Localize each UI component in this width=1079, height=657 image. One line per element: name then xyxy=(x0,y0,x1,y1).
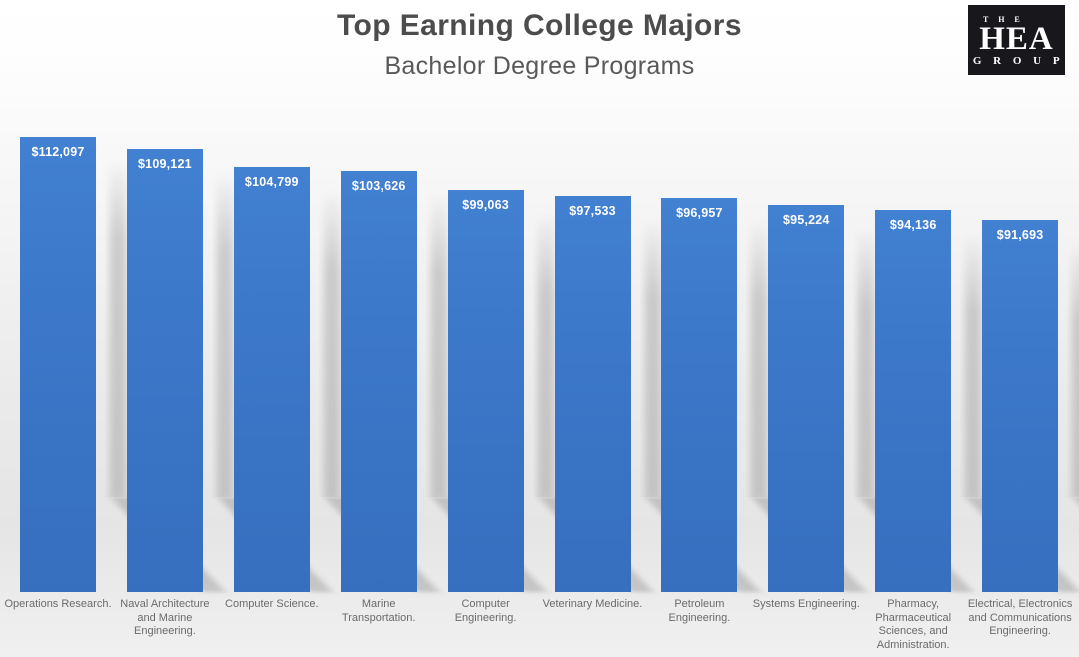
bar-value-label: $99,063 xyxy=(462,197,509,212)
category-label: Computer Science. xyxy=(213,598,331,612)
bar-shadow-wall xyxy=(105,159,131,497)
bar: $97,533 xyxy=(554,196,631,592)
category-label-line: Computer xyxy=(461,598,510,610)
category-label-line: and Marine xyxy=(137,611,193,624)
bar: $91,693 xyxy=(982,219,1059,592)
bar: $104,799 xyxy=(233,166,310,592)
category-label-line: Engineering. xyxy=(989,625,1051,637)
bar-value-label: $104,799 xyxy=(244,174,299,189)
bar-value-label: $91,693 xyxy=(996,227,1044,242)
bar: $109,121 xyxy=(126,149,203,592)
bar-shadow-wall xyxy=(853,227,880,497)
bar-shadow-wall xyxy=(1067,241,1079,497)
bar-shadow-wall xyxy=(639,218,666,497)
bar-value-label: $94,136 xyxy=(889,217,937,232)
bar: $112,097 xyxy=(20,137,96,592)
category-label-line: Administration. xyxy=(876,638,950,651)
category-label-line: Engineering. xyxy=(668,611,731,624)
category-label-line: Naval Architecture xyxy=(120,598,210,610)
category-label-line: Marine xyxy=(361,598,396,610)
category-label: Pharmacy, Pharmaceutical Sciences, and Admi… xyxy=(854,598,972,652)
chart-subtitle: Bachelor Degree Programs xyxy=(384,52,695,80)
category-label-line: Transportation. xyxy=(341,611,416,624)
category-label: Computer Engineering. xyxy=(427,598,545,625)
bar-shadow-wall xyxy=(318,188,345,497)
category-label-line: Operations Research. xyxy=(4,598,112,610)
bar: $94,136 xyxy=(875,209,952,592)
category-label-line: Engineering. xyxy=(454,611,517,624)
category-label-line: and Communications xyxy=(968,611,1072,624)
bar: $99,063 xyxy=(447,189,524,592)
bar-value-label: $97,533 xyxy=(569,204,616,219)
bar: $103,626 xyxy=(340,171,417,592)
category-label: Veterinary Medicine. xyxy=(534,598,652,612)
chart-title: Top Earning College Majors xyxy=(337,9,742,42)
category-label-line: Electrical, Electronics xyxy=(967,598,1073,610)
category-label: Systems Engineering. xyxy=(747,598,865,612)
bar-shadow-wall xyxy=(960,231,987,497)
category-label-line: Sciences, and xyxy=(878,625,948,637)
category-label: Operations Research. xyxy=(0,598,117,612)
logo-text-hea: HEA xyxy=(979,20,1054,57)
category-label-line: Pharmacy, xyxy=(887,598,940,610)
category-label-line: Computer Science. xyxy=(225,598,319,610)
category-label: Naval Architecture and Marine Engineering. xyxy=(106,598,224,639)
bar-value-label: $112,097 xyxy=(31,145,85,159)
category-label-line: Pharmaceutical xyxy=(875,611,952,624)
bar: $95,224 xyxy=(768,205,845,592)
logo-text-the: T H E xyxy=(983,14,1024,24)
bar-shadow-wall xyxy=(532,211,559,497)
category-label: Electrical, Electronics and Communication… xyxy=(961,598,1079,639)
bar-shadow-wall xyxy=(211,171,238,497)
bar-value-label: $103,626 xyxy=(351,179,406,194)
bar: $96,957 xyxy=(661,198,738,592)
bar-value-label: $95,224 xyxy=(783,213,830,228)
category-label-line: Systems Engineering. xyxy=(752,598,860,610)
hea-group-logo: T H E HEA G R O U P xyxy=(968,5,1065,75)
bar-value-label: $109,121 xyxy=(138,157,192,172)
category-label-line: Petroleum xyxy=(674,598,725,610)
bar-shadow-wall xyxy=(425,193,452,497)
logo-text-group: G R O U P xyxy=(972,54,1065,67)
category-label-line: Engineering. xyxy=(134,625,196,637)
category-label-line: Veterinary Medicine. xyxy=(542,598,643,610)
category-label: Marine Transportation. xyxy=(320,598,438,625)
category-label: Petroleum Engineering. xyxy=(640,598,758,625)
bar-value-label: $96,957 xyxy=(676,206,723,221)
bar-shadow-wall xyxy=(746,220,773,497)
